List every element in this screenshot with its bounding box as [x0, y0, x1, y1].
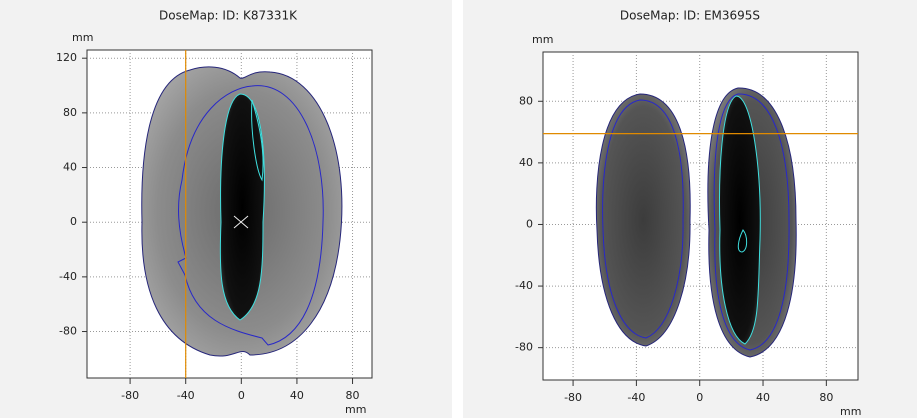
x-tick-label: 0: [696, 391, 703, 404]
y-tick-label: -40: [515, 279, 533, 292]
x-axis-label: mm: [840, 405, 861, 418]
chart-title: DoseMap: ID: K87331K: [159, 9, 298, 23]
x-tick-label: 80: [346, 389, 360, 402]
x-axis-label: mm: [345, 403, 366, 416]
y-tick-label: 0: [526, 217, 533, 230]
y-tick-label: -40: [59, 270, 77, 283]
y-tick-label: 40: [519, 156, 533, 169]
y-tick-label: -80: [59, 325, 77, 338]
dose-image: [142, 67, 342, 356]
x-tick-label: 40: [756, 391, 770, 404]
y-tick-label: -80: [515, 341, 533, 354]
x-tick-label: -80: [564, 391, 582, 404]
y-tick-label: 40: [63, 161, 77, 174]
y-axis-label: mm: [532, 33, 553, 46]
x-tick-label: -40: [177, 389, 195, 402]
x-tick-label: 80: [819, 391, 833, 404]
x-tick-label: 40: [290, 389, 304, 402]
y-tick-label: 120: [56, 51, 77, 64]
y-tick-label: 80: [519, 94, 533, 107]
y-tick-label: 0: [70, 215, 77, 228]
y-axis-label: mm: [72, 31, 93, 44]
x-tick-label: -40: [627, 391, 645, 404]
chart-title: DoseMap: ID: EM3695S: [620, 9, 760, 23]
x-tick-label: 0: [238, 389, 245, 402]
y-tick-label: 80: [63, 106, 77, 119]
x-tick-label: -80: [121, 389, 139, 402]
dose-map-screen: DoseMap: ID: K87331K DoseMap: ID: EM3695…: [0, 0, 917, 418]
